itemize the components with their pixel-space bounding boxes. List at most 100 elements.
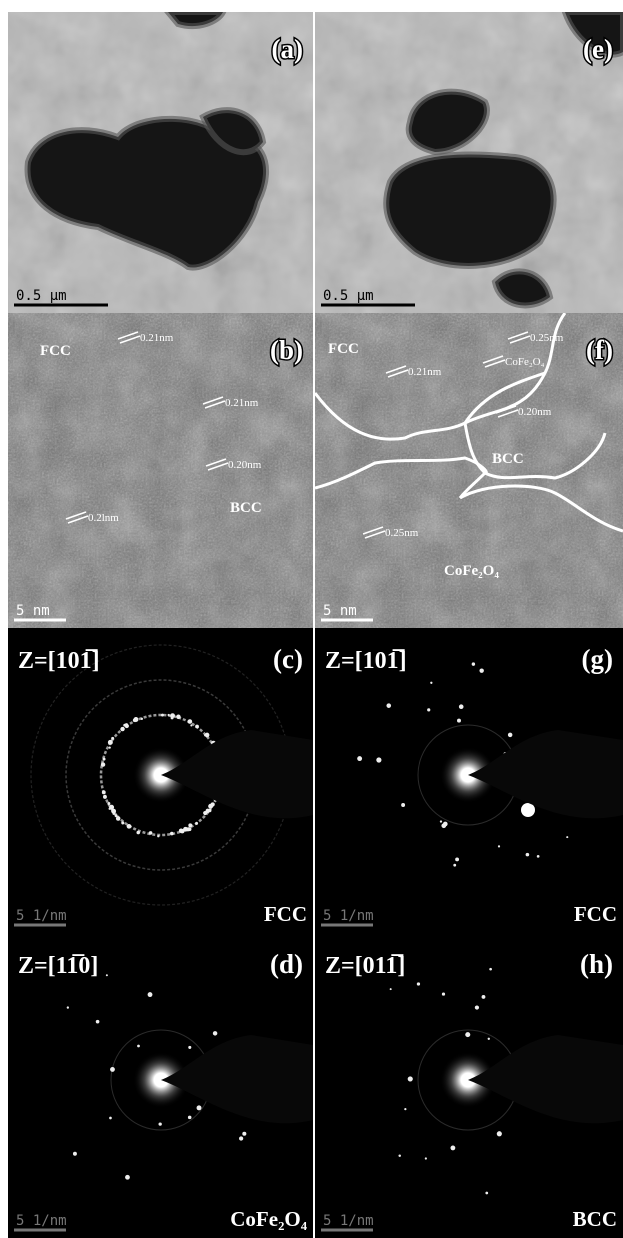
diffraction-spot xyxy=(204,733,207,737)
diffraction-spot xyxy=(120,726,125,732)
diffraction-spot xyxy=(176,714,181,720)
diffraction-spot xyxy=(187,719,193,724)
scale-bar-label: 5 nm xyxy=(16,603,50,619)
particle xyxy=(383,151,557,269)
diffraction-spot xyxy=(124,723,129,729)
phase-label: FCC xyxy=(574,902,617,926)
diffraction-spot xyxy=(497,845,501,848)
diffraction-spot xyxy=(108,746,111,749)
scale-bar-label: 5 1/nm xyxy=(323,1213,374,1229)
diffraction-spot xyxy=(100,762,106,767)
panel: Z=[101̅] FCC (g) 5 1/nm xyxy=(315,628,623,933)
grain-boundary xyxy=(459,484,623,533)
panel-label: (b) xyxy=(270,335,303,365)
diffraction-spot xyxy=(455,857,460,862)
fringe-marker xyxy=(509,335,531,344)
diffraction-spot xyxy=(114,814,118,818)
diffraction-spot xyxy=(188,1045,192,1049)
scale-bar-label: 5 nm xyxy=(323,603,357,619)
diffraction-spot xyxy=(450,1145,456,1151)
diffraction-spot xyxy=(170,713,175,718)
diffraction-spot xyxy=(481,995,486,999)
fringe-marker xyxy=(484,359,506,368)
diffraction-spot xyxy=(474,1005,480,1010)
diffraction-spot xyxy=(376,757,382,763)
diffraction-spot xyxy=(187,1115,192,1120)
fringe-marker xyxy=(204,400,226,409)
diffraction-spot xyxy=(212,1031,218,1036)
diffraction-spot xyxy=(407,1076,413,1082)
diffraction-spot xyxy=(180,828,185,834)
diffraction-spot xyxy=(404,1108,407,1111)
diffraction-spot xyxy=(125,1174,130,1180)
beam-stopper xyxy=(468,730,623,819)
diffraction-spot xyxy=(389,988,392,991)
diffraction-spot xyxy=(195,724,199,729)
diffraction-spot xyxy=(109,804,115,810)
panel: (e) 0.5 μm xyxy=(315,12,623,313)
scale-bar-label: 5 1/nm xyxy=(16,1213,67,1229)
diffraction-spot xyxy=(126,823,132,829)
beam-stopper xyxy=(468,1035,623,1124)
diffraction-spot xyxy=(208,803,214,809)
fringe-marker xyxy=(387,369,409,378)
diffraction-spot xyxy=(105,974,108,977)
panel-label: (f) xyxy=(586,335,613,365)
fringe-marker xyxy=(202,396,224,405)
diffraction-spot xyxy=(140,717,144,720)
diffraction-spot xyxy=(357,756,363,762)
annotation: CoFe₂O₄ xyxy=(505,356,545,368)
diffraction-spot xyxy=(115,816,121,821)
zone-axis: Z=[101̅] xyxy=(325,648,407,674)
diffraction-spot xyxy=(386,703,392,708)
diffraction-spot xyxy=(507,732,513,738)
diffraction-spot xyxy=(161,713,164,717)
annotation: 0.21nm xyxy=(140,332,174,344)
annotation: FCC xyxy=(40,343,71,359)
panel: Z=[11̅0] CoFe₂O₄ (d) 5 1/nm xyxy=(8,933,313,1238)
diffraction-spot xyxy=(566,836,569,839)
diffraction-spot xyxy=(185,827,190,832)
diffraction-spot xyxy=(110,1067,115,1072)
particle xyxy=(491,268,554,309)
annotation: 0.25nm xyxy=(385,527,419,539)
diffraction-spot xyxy=(167,713,170,717)
diffraction-spot xyxy=(111,808,117,814)
fringe-marker xyxy=(482,355,504,364)
panel-label: (d) xyxy=(270,949,303,979)
diffraction-spot xyxy=(479,668,484,673)
diffraction-spot xyxy=(137,1044,140,1048)
panel-label: (c) xyxy=(273,644,303,674)
fringe-marker xyxy=(119,335,141,344)
grain-boundary xyxy=(315,456,488,490)
annotation: 0.21nm xyxy=(225,397,259,409)
diffraction-spot xyxy=(121,821,125,825)
diffraction-spot xyxy=(147,992,153,998)
scale-bar-label: 0.5 μm xyxy=(323,288,374,304)
panel: Z=[011̅] BCC (h) 5 1/nm xyxy=(315,933,623,1238)
panel-label: (g) xyxy=(582,644,613,674)
panel: (a) 0.5 μm xyxy=(8,12,313,313)
annotation: 0.25nm xyxy=(530,332,564,344)
diffraction-spot xyxy=(401,803,406,807)
beam-stopper xyxy=(161,1035,313,1124)
diffraction-spot xyxy=(489,967,492,971)
diffraction-spot xyxy=(208,808,212,813)
scale-bar-label: 0.5 μm xyxy=(16,288,67,304)
diffraction-spot xyxy=(107,802,111,806)
diffraction-spot xyxy=(72,1151,77,1156)
fringe-marker xyxy=(507,331,529,340)
fringe-marker xyxy=(385,365,407,374)
panel: FCC 0.21nm 0.21nm 0.20nm BCC 0.2lnm (b) 5 nm xyxy=(8,313,313,628)
diffraction-spot xyxy=(487,1037,490,1040)
diffraction-spot xyxy=(416,982,421,986)
diffraction-spot xyxy=(441,992,446,996)
diffraction-spot xyxy=(102,757,106,761)
diffraction-spot xyxy=(458,704,464,710)
diffraction-spot xyxy=(439,820,443,823)
zone-axis: Z=[101̅] xyxy=(18,648,100,674)
diffraction-spot xyxy=(109,1116,112,1120)
particle xyxy=(24,115,270,271)
zone-axis: Z=[11̅0] xyxy=(18,953,98,979)
